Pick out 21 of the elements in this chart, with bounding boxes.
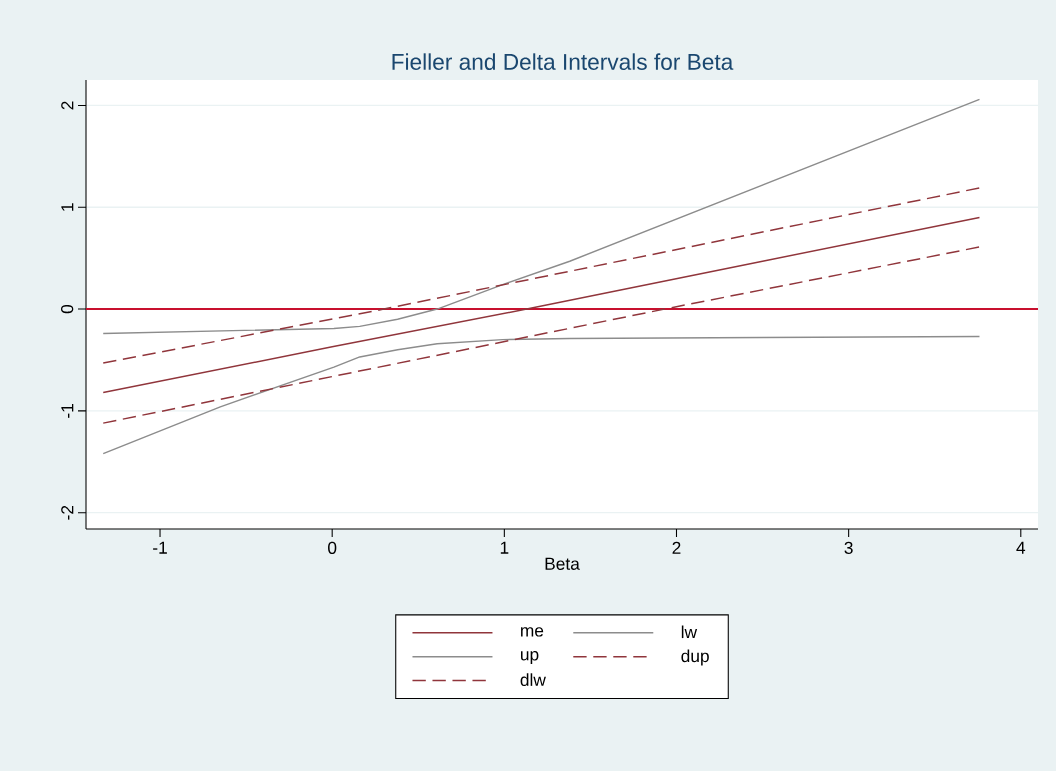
y-tick-label: 1 [61,203,74,211]
x-tick-label: 4 [1016,541,1026,554]
y-tick-label: 0 [61,304,74,314]
y-tick-label: 2 [61,101,74,110]
x-tick-label: -1 [153,541,167,554]
x-tick-label: 3 [844,541,853,554]
x-tick-label: 1 [500,541,509,554]
line-series [102,216,981,394]
legend-label: lw [681,625,698,639]
y-tick-label: -1 [61,404,74,418]
line-series [102,335,981,455]
legend-label: up [521,651,539,664]
x-tick-label: 0 [328,541,337,554]
chart-title: Fieller and Delta Intervals for Beta [392,53,734,70]
line-series [102,98,981,335]
legend-label: dlw [520,673,546,687]
x-axis-title: Beta [545,557,580,570]
y-tick-label: -2 [61,505,74,520]
legend-label: me [521,627,544,637]
x-tick-label: 2 [672,541,681,554]
legend-label: dup [681,649,709,666]
